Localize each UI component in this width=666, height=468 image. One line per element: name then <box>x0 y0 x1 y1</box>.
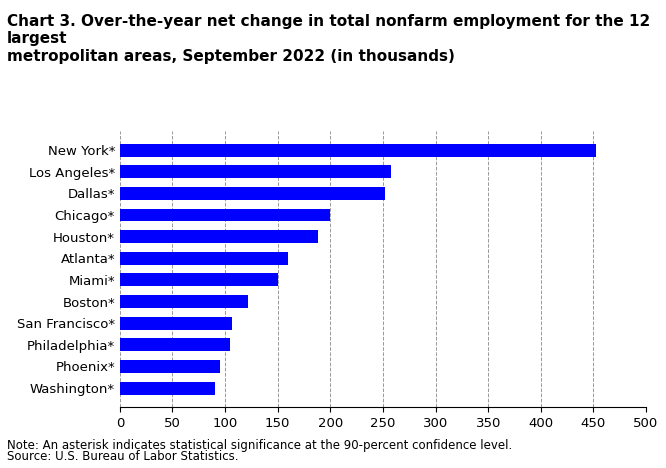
Bar <box>120 209 330 221</box>
Bar <box>120 381 214 395</box>
Bar <box>120 338 230 351</box>
Bar <box>120 360 220 373</box>
Bar <box>120 317 232 329</box>
Bar <box>120 165 392 178</box>
Bar <box>120 295 248 308</box>
Text: Note: An asterisk indicates statistical significance at the 90-percent confidenc: Note: An asterisk indicates statistical … <box>7 439 512 452</box>
Bar <box>120 230 318 243</box>
Text: Source: U.S. Bureau of Labor Statistics.: Source: U.S. Bureau of Labor Statistics. <box>7 450 238 463</box>
Bar <box>120 144 595 157</box>
Bar <box>120 187 385 200</box>
Bar <box>120 273 278 286</box>
Text: Chart 3. Over-the-year net change in total nonfarm employment for the 12 largest: Chart 3. Over-the-year net change in tot… <box>7 14 650 64</box>
Bar <box>120 252 288 265</box>
